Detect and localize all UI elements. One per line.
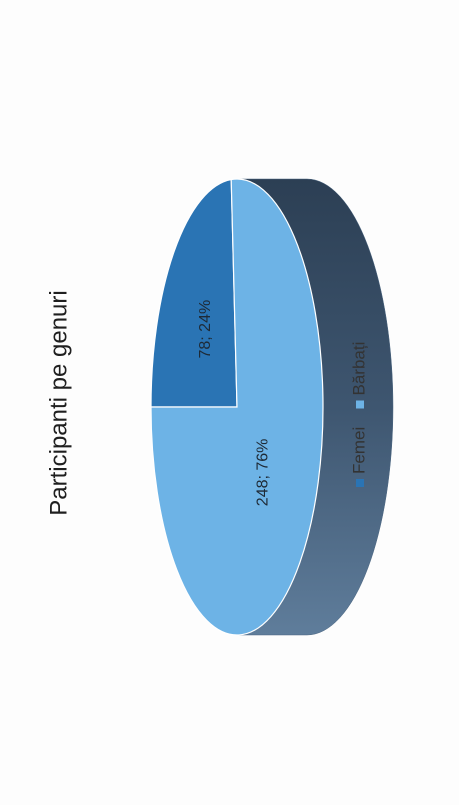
slice-femei [151, 180, 237, 407]
legend-swatch-femei [356, 479, 364, 487]
chart-title: Participanti pe genuri [45, 290, 72, 515]
legend-label-barbati: Bărbați [349, 342, 368, 396]
legend-label-femei: Femei [349, 427, 368, 474]
data-label-femei: 78; 24% [197, 300, 214, 359]
legend-swatch-barbati [356, 401, 364, 409]
data-label-barbati: 248; 76% [255, 439, 272, 507]
